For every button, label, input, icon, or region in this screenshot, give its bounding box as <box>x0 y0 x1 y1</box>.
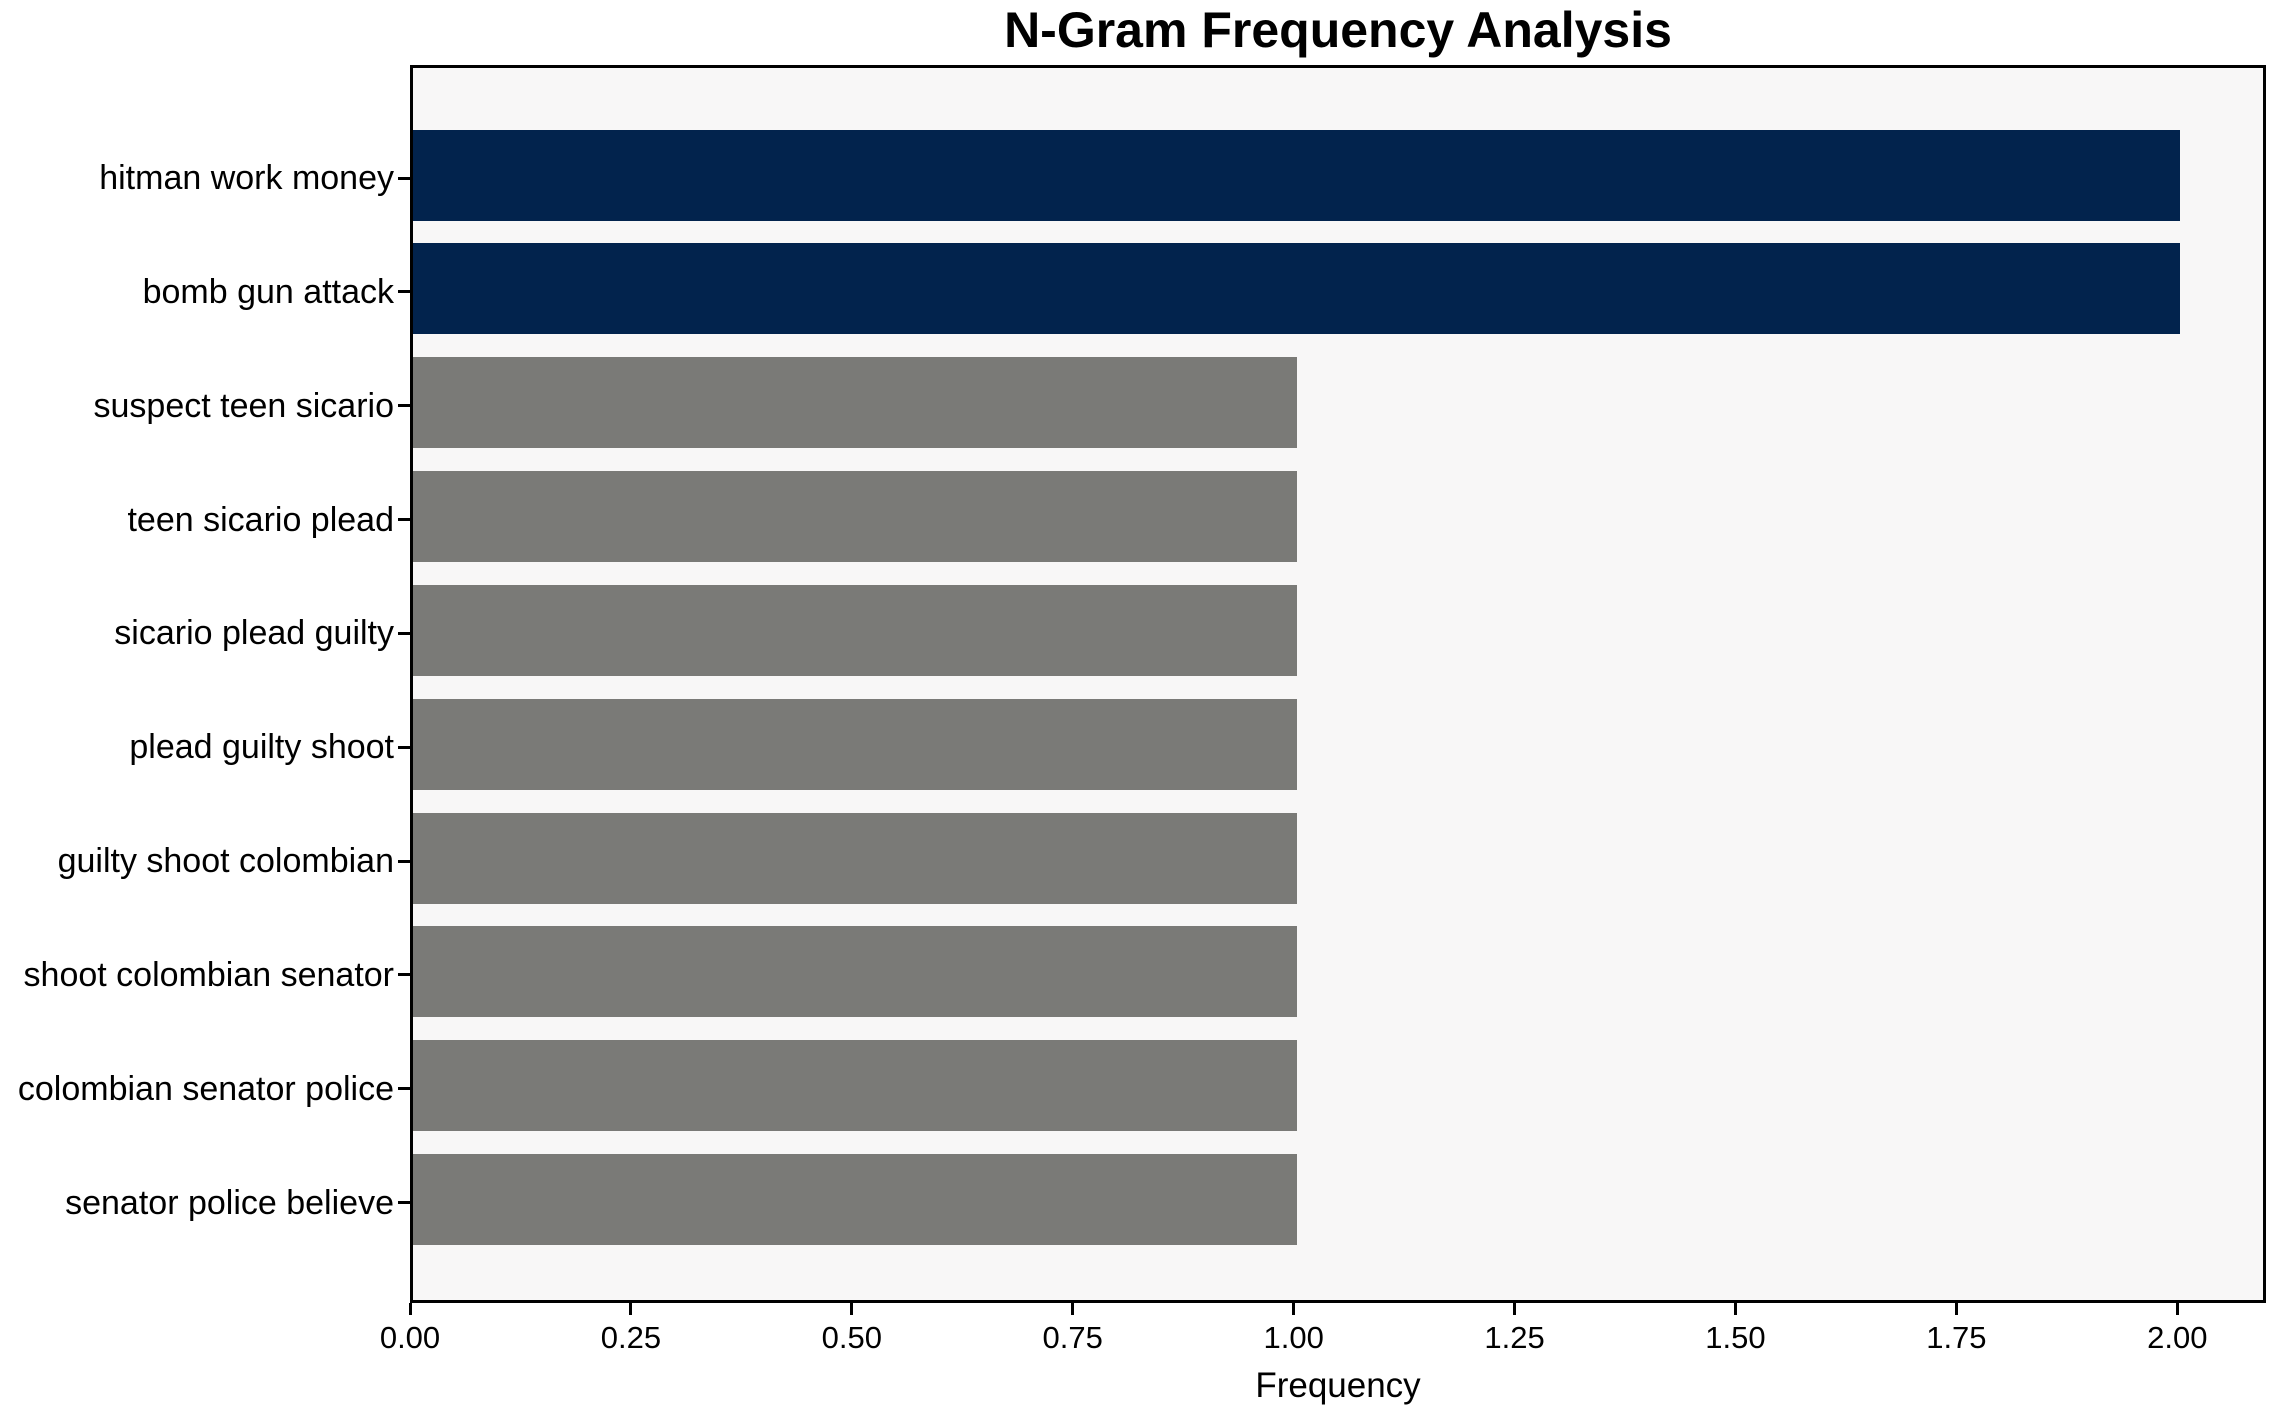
x-tick-label: 1.00 <box>1263 1320 1324 1355</box>
bar <box>413 584 1297 676</box>
y-tick-mark <box>398 1201 410 1205</box>
x-tick-label: 0.25 <box>600 1320 662 1355</box>
bar <box>413 471 1297 563</box>
y-tick-mark <box>398 973 410 977</box>
bar <box>413 357 1297 449</box>
x-tick-mark <box>850 1303 854 1315</box>
y-tick-label: teen sicario plead <box>127 500 394 539</box>
x-tick-label: 0.75 <box>1042 1320 1103 1355</box>
plot-area <box>410 65 2266 1303</box>
x-tick-mark <box>1071 1303 1075 1315</box>
bar <box>413 812 1297 904</box>
y-tick-mark <box>398 859 410 863</box>
y-tick-mark <box>398 631 410 635</box>
chart-title: N-Gram Frequency Analysis <box>1004 2 1672 58</box>
x-tick-label: 0.00 <box>379 1320 441 1355</box>
x-tick-label: 1.25 <box>1484 1320 1545 1355</box>
x-tick-mark <box>629 1303 633 1315</box>
x-tick-mark <box>2175 1303 2179 1315</box>
y-tick-mark <box>398 518 410 522</box>
bar <box>413 926 1297 1018</box>
x-tick-mark <box>1954 1303 1958 1315</box>
y-tick-label: guilty shoot colombian <box>57 842 394 881</box>
x-tick-label: 1.50 <box>1705 1320 1766 1355</box>
y-tick-label: suspect teen sicario <box>93 386 395 425</box>
y-tick-label: senator police believe <box>65 1183 394 1222</box>
x-tick-label: 2.00 <box>2147 1320 2208 1355</box>
bar <box>413 1154 1297 1246</box>
y-tick-label: bomb gun attack <box>142 272 394 311</box>
x-tick-mark <box>1733 1303 1737 1315</box>
y-tick-label: sicario plead guilty <box>114 614 394 653</box>
x-tick-label: 0.50 <box>821 1320 882 1355</box>
y-tick-mark <box>398 290 410 294</box>
y-tick-label: plead guilty shoot <box>129 728 394 767</box>
x-tick-label: 1.75 <box>1926 1320 1987 1355</box>
x-tick-mark <box>1292 1303 1296 1315</box>
y-tick-mark <box>398 176 410 180</box>
y-tick-mark <box>398 745 410 749</box>
bar <box>413 698 1297 790</box>
x-tick-mark <box>1513 1303 1517 1315</box>
bar <box>413 129 2181 221</box>
y-tick-label: shoot colombian senator <box>23 955 394 994</box>
y-tick-label: colombian senator police <box>17 1069 394 1108</box>
x-axis-title: Frequency <box>1255 1366 1421 1405</box>
x-tick-mark <box>408 1303 412 1315</box>
y-tick-mark <box>398 1087 410 1091</box>
bar <box>413 1040 1297 1132</box>
bar <box>413 243 2181 335</box>
y-tick-mark <box>398 404 410 408</box>
y-tick-label: hitman work money <box>99 159 394 197</box>
